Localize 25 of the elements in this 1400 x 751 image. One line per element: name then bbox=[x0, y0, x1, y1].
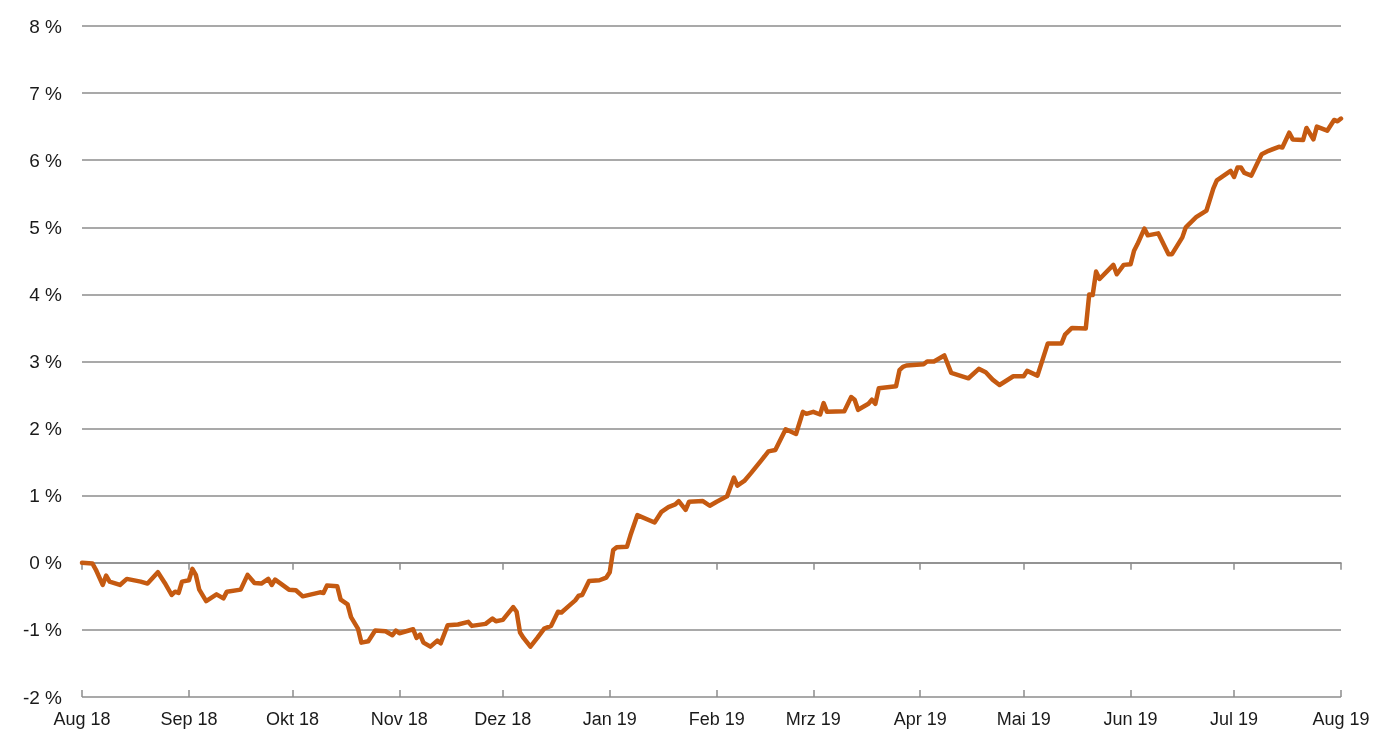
x-tick-label: Sep 18 bbox=[160, 709, 218, 729]
x-tick-label: Aug 19 bbox=[1312, 709, 1370, 729]
line-series bbox=[79, 116, 1344, 649]
y-tick-label: -1 % bbox=[22, 619, 63, 641]
x-tick-label: Feb 19 bbox=[688, 709, 745, 729]
y-tick-label: 1 % bbox=[29, 485, 63, 507]
y-tick-label: 3 % bbox=[29, 351, 63, 372]
y-tick-label: 0 % bbox=[29, 552, 63, 574]
x-tick-label: Mai 19 bbox=[996, 709, 1051, 729]
x-tick-label: Mrz 19 bbox=[785, 709, 841, 729]
y-tick-label: 6 % bbox=[29, 149, 63, 171]
y-tick-label: 5 % bbox=[29, 216, 63, 238]
x-tick-label: Okt 18 bbox=[265, 709, 319, 729]
y-tick-label: -2 % bbox=[22, 686, 63, 708]
x-tick-label: Jan 19 bbox=[582, 709, 637, 729]
y-tick-label: 8 % bbox=[29, 15, 63, 37]
x-tick-label: Dez 18 bbox=[474, 709, 532, 729]
x-tick-label: Aug 18 bbox=[53, 709, 111, 729]
x-tick-label: Jul 19 bbox=[1210, 709, 1259, 729]
y-tick-label: 7 % bbox=[29, 82, 63, 104]
y-tick-label: 2 % bbox=[29, 418, 63, 440]
x-tick-label: Apr 19 bbox=[893, 709, 947, 729]
x-tick-label: Nov 18 bbox=[370, 709, 428, 729]
x-tick-label: Jun 19 bbox=[1103, 709, 1158, 729]
y-tick-label: 4 % bbox=[29, 283, 63, 305]
